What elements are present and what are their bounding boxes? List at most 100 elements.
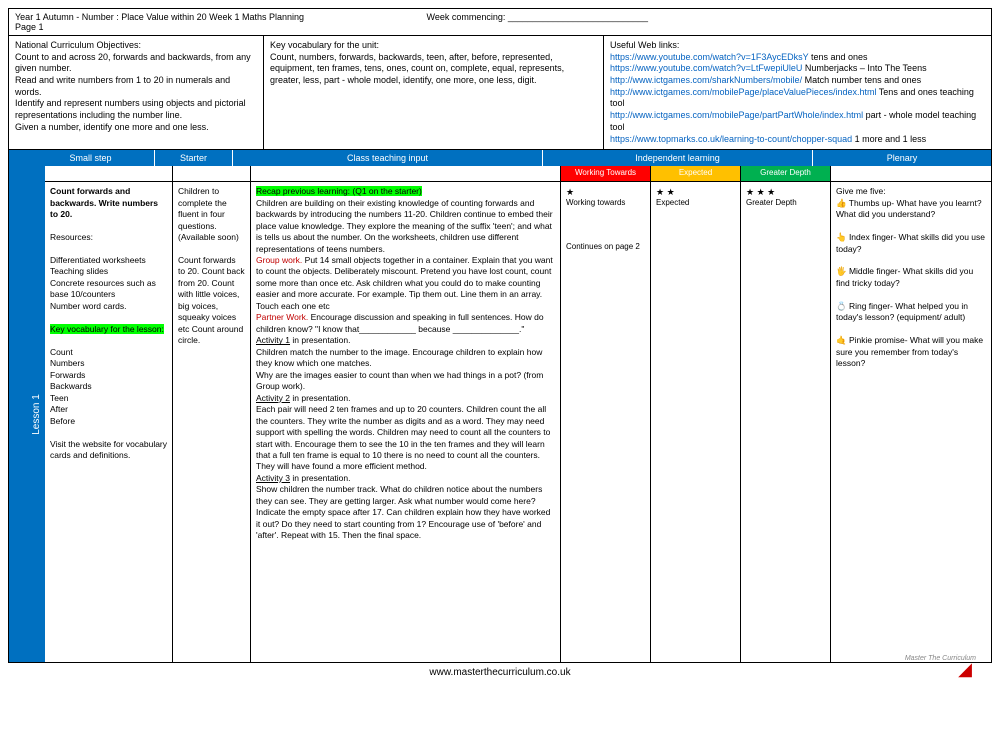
col-teaching: Class teaching input bbox=[233, 150, 543, 166]
table-body-wrap: Lesson 1 Working Towards Expected Greate… bbox=[27, 166, 991, 662]
group-work: Group work. Put 14 small objects togethe… bbox=[256, 255, 555, 312]
vocab-cell: Key vocabulary for the unit: Count, numb… bbox=[264, 36, 604, 149]
table-body: Working Towards Expected Greater Depth C… bbox=[45, 166, 991, 662]
table-content: Small step Starter Class teaching input … bbox=[27, 150, 991, 662]
links-cell: Useful Web links: https://www.youtube.co… bbox=[604, 36, 991, 149]
plenary-cell: Give me five: 👍 Thumbs up- What have you… bbox=[831, 182, 991, 662]
sub-working-towards: Working Towards bbox=[561, 166, 651, 182]
act1-label: Activity 1 bbox=[256, 335, 290, 345]
continue-text: Continues on page 2 bbox=[566, 242, 645, 253]
link-row-3: http://www.ictgames.com/mobilePage/place… bbox=[610, 87, 985, 110]
link-row-0: https://www.youtube.com/watch?v=1F3AycED… bbox=[610, 52, 985, 64]
column-headers: Small step Starter Class teaching input … bbox=[27, 150, 991, 166]
ex-stars: ★ ★ bbox=[656, 186, 735, 198]
lesson-vocab-label: Key vocabulary for the lesson: bbox=[50, 324, 164, 334]
page-number: Page 1 bbox=[15, 22, 985, 32]
lesson-row: Count forwards and backwards. Write numb… bbox=[45, 182, 991, 662]
gd-stars: ★ ★ ★ bbox=[746, 186, 825, 198]
gd-text: Greater Depth bbox=[746, 198, 825, 209]
act2-body: Each pair will need 2 ten frames and up … bbox=[256, 404, 555, 473]
group-work-label: Group work. bbox=[256, 255, 302, 265]
links-title: Useful Web links: bbox=[610, 40, 985, 52]
header: Year 1 Autumn - Number : Place Value wit… bbox=[9, 9, 991, 36]
link-1[interactable]: https://www.youtube.com/watch?v=LtFwepiU… bbox=[610, 63, 802, 73]
col-small-step: Small step bbox=[27, 150, 155, 166]
link-3[interactable]: http://www.ictgames.com/mobilePage/place… bbox=[610, 87, 876, 97]
teaching-para1: Children are building on their existing … bbox=[256, 198, 555, 255]
col-independent: Independent learning bbox=[543, 150, 813, 166]
objectives-cell: National Curriculum Objectives: Count to… bbox=[9, 36, 264, 149]
link-desc-1: Numberjacks – Into The Teens bbox=[802, 63, 926, 73]
visit-website: Visit the website for vocabulary cards a… bbox=[50, 439, 167, 462]
plenary-ring: 💍 Ring finger- What helped you in today'… bbox=[836, 301, 986, 324]
link-2[interactable]: http://www.ictgames.com/sharkNumbers/mob… bbox=[610, 75, 802, 85]
lesson-vocab-list: Count Numbers Forwards Backwards Teen Af… bbox=[50, 347, 167, 427]
col-starter: Starter bbox=[155, 150, 233, 166]
link-desc-2: Match number tens and ones bbox=[802, 75, 921, 85]
recap-label: Recap previous learning: (Q1 on the star… bbox=[256, 186, 422, 196]
ex-text: Expected bbox=[656, 198, 735, 209]
wt-text: Working towards bbox=[566, 198, 645, 209]
act1-suffix: in presentation. bbox=[290, 335, 350, 345]
top-info-row: National Curriculum Objectives: Count to… bbox=[9, 36, 991, 150]
resources-body: Differentiated worksheets Teaching slide… bbox=[50, 255, 167, 312]
act2-label: Activity 2 bbox=[256, 393, 290, 403]
logo-icon: ◢ bbox=[958, 659, 972, 680]
sub-plen-blank bbox=[831, 166, 991, 182]
gd-cell: ★ ★ ★ Greater Depth bbox=[741, 182, 831, 662]
footer-site: www.masterthecurriculum.co.uk bbox=[429, 667, 570, 678]
resources-label: Resources: bbox=[50, 232, 167, 243]
link-desc-0: tens and ones bbox=[809, 52, 868, 62]
sub-blank-2 bbox=[173, 166, 251, 182]
link-row-4: http://www.ictgames.com/mobilePage/partP… bbox=[610, 110, 985, 133]
lesson-label: Lesson 1 bbox=[31, 394, 42, 435]
activity-3: Activity 3 in presentation. bbox=[256, 473, 555, 484]
blue-bar bbox=[9, 150, 27, 662]
footer: www.masterthecurriculum.co.uk Master The… bbox=[8, 667, 992, 678]
activity-1: Activity 1 in presentation. bbox=[256, 335, 555, 346]
sub-headers: Working Towards Expected Greater Depth bbox=[45, 166, 991, 182]
link-0[interactable]: https://www.youtube.com/watch?v=1F3AycED… bbox=[610, 52, 809, 62]
teaching-cell: Recap previous learning: (Q1 on the star… bbox=[251, 182, 561, 662]
act3-suffix: in presentation. bbox=[290, 473, 350, 483]
wt-stars: ★ bbox=[566, 186, 645, 198]
partner-work-label: Partner Work. bbox=[256, 312, 308, 322]
sub-blank-1 bbox=[45, 166, 173, 182]
plenary-thumb: 👍 Thumbs up- What have you learnt? What … bbox=[836, 198, 986, 221]
partner-work: Partner Work. Encourage discussion and s… bbox=[256, 312, 555, 335]
starter-cell: Children to complete the fluent in four … bbox=[173, 182, 251, 662]
link-row-5: https://www.topmarks.co.uk/learning-to-c… bbox=[610, 134, 985, 146]
link-row-2: http://www.ictgames.com/sharkNumbers/mob… bbox=[610, 75, 985, 87]
link-5[interactable]: https://www.topmarks.co.uk/learning-to-c… bbox=[610, 134, 852, 144]
act2-suffix: in presentation. bbox=[290, 393, 350, 403]
link-desc-5: 1 more and 1 less bbox=[852, 134, 926, 144]
small-step-cell: Count forwards and backwards. Write numb… bbox=[45, 182, 173, 662]
doc-title: Year 1 Autumn - Number : Place Value wit… bbox=[15, 12, 304, 22]
ex-cell: ★ ★ Expected bbox=[651, 182, 741, 662]
plenary-pinkie: 🤙 Pinkie promise- What will you make sur… bbox=[836, 335, 986, 369]
objectives-title: National Curriculum Objectives: bbox=[15, 40, 257, 52]
vocab-body: Count, numbers, forwards, backwards, tee… bbox=[270, 52, 597, 87]
objectives-body: Count to and across 20, forwards and bac… bbox=[15, 52, 257, 134]
plenary-index: 👆 Index finger- What skills did you use … bbox=[836, 232, 986, 255]
sub-expected: Expected bbox=[651, 166, 741, 182]
vocab-title: Key vocabulary for the unit: bbox=[270, 40, 597, 52]
act3-body: Show children the number track. What do … bbox=[256, 484, 555, 541]
main-table: Small step Starter Class teaching input … bbox=[9, 150, 991, 662]
act3-label: Activity 3 bbox=[256, 473, 290, 483]
lesson-label-bar: Lesson 1 bbox=[27, 166, 45, 662]
activity-2: Activity 2 in presentation. bbox=[256, 393, 555, 404]
act1-body: Children match the number to the image. … bbox=[256, 347, 555, 393]
link-4[interactable]: http://www.ictgames.com/mobilePage/partP… bbox=[610, 110, 863, 120]
sub-greater-depth: Greater Depth bbox=[741, 166, 831, 182]
sub-blank-3 bbox=[251, 166, 561, 182]
week-commencing-label: Week commencing: bbox=[427, 12, 506, 22]
planning-document: Year 1 Autumn - Number : Place Value wit… bbox=[8, 8, 992, 663]
col-plenary: Plenary bbox=[813, 150, 991, 166]
small-step-title: Count forwards and backwards. Write numb… bbox=[50, 186, 167, 220]
wt-cell: ★ Working towards Continues on page 2 bbox=[561, 182, 651, 662]
week-commencing-line: ____________________________ bbox=[508, 12, 648, 22]
link-row-1: https://www.youtube.com/watch?v=LtFwepiU… bbox=[610, 63, 985, 75]
plenary-title: Give me five: bbox=[836, 186, 986, 197]
plenary-middle: 🖐 Middle finger- What skills did you fin… bbox=[836, 266, 986, 289]
